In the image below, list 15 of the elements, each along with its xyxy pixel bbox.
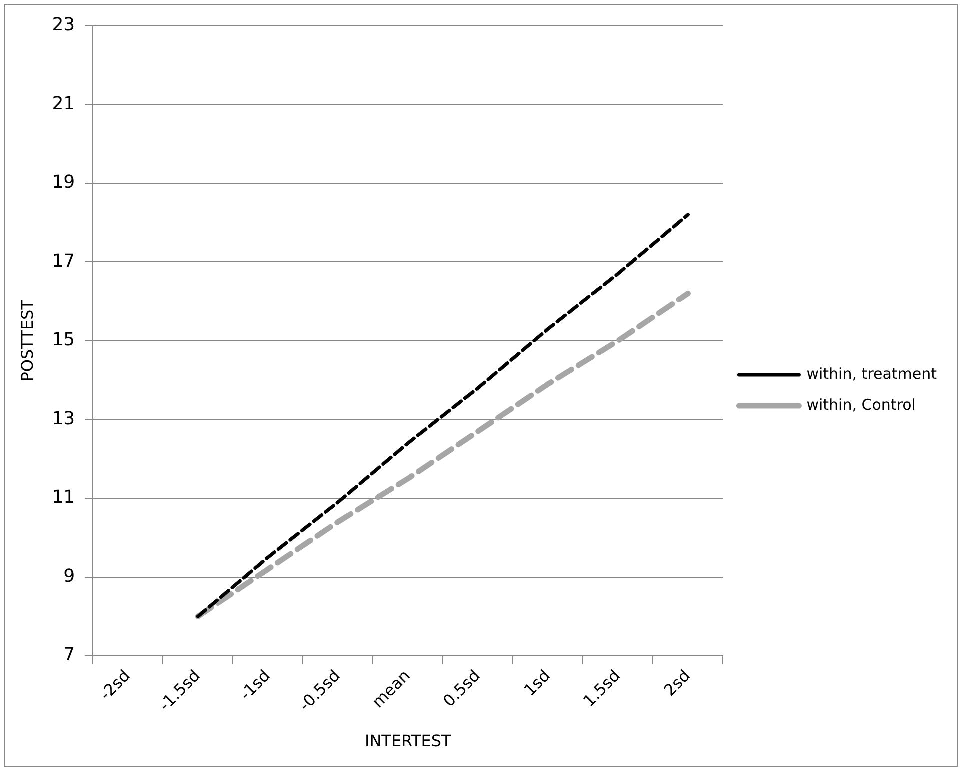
x-tick-label: 1sd: [520, 666, 554, 700]
y-tick-label: 11: [52, 487, 76, 508]
legend-label: within, treatment: [806, 364, 938, 383]
line-series: [196, 213, 690, 618]
y-tick-label: 9: [64, 566, 76, 587]
y-tick-label: 13: [52, 408, 76, 430]
y-tick-label: 23: [52, 14, 76, 36]
y-tick-label: 15: [52, 330, 76, 351]
x-axis-title: INTERTEST: [364, 732, 452, 751]
y-tick-label: 19: [52, 172, 76, 194]
y-tick-label: 21: [52, 93, 76, 114]
y-tick-label: 17: [52, 250, 76, 272]
y-tick-label: 7: [64, 644, 76, 666]
y-axis-title: POSTTEST: [18, 300, 37, 382]
legend-label: within, Control: [806, 396, 916, 414]
